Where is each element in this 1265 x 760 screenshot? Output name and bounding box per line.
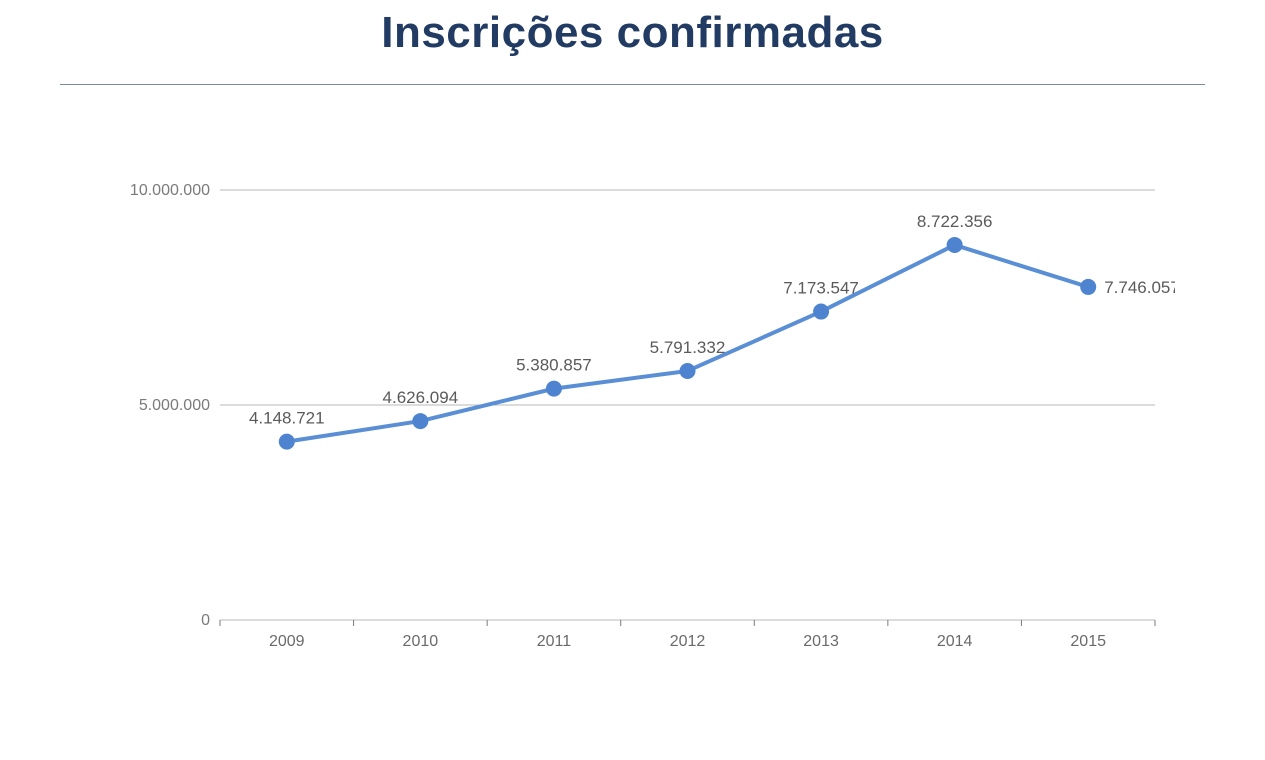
x-tick-label: 2013	[803, 633, 839, 650]
series-marker	[546, 381, 562, 397]
series-data-label: 7.173.547	[783, 279, 859, 298]
x-tick-label: 2015	[1070, 633, 1106, 650]
series-marker	[412, 413, 428, 429]
y-tick-label: 0	[201, 612, 210, 629]
series-data-label: 8.722.356	[917, 212, 993, 231]
series-marker	[680, 363, 696, 379]
x-tick-label: 2012	[670, 633, 706, 650]
x-tick-label: 2010	[403, 633, 439, 650]
y-tick-label: 10.000.000	[130, 182, 210, 199]
title-container: Inscrições confirmadas	[60, 8, 1205, 58]
y-tick-label: 5.000.000	[139, 397, 210, 414]
chart-svg: 0 5.000.000 10.000.000 2009 2010 2011 2012 2013…	[90, 170, 1175, 670]
series-data-label: 5.791.332	[650, 338, 726, 357]
x-tick-label: 2014	[937, 633, 973, 650]
series-data-label: 5.380.857	[516, 356, 592, 375]
series-data-label: 4.626.094	[383, 388, 459, 407]
series-data-label: 4.148.721	[249, 409, 325, 428]
page: Inscrições confirmadas 0 5.000.000 10.000.…	[0, 0, 1265, 760]
inscricoes-chart: 0 5.000.000 10.000.000 2009 2010 2011 2012 2013…	[90, 170, 1175, 670]
page-title: Inscrições confirmadas	[381, 8, 884, 58]
series-marker	[947, 237, 963, 253]
x-tick-label: 2011	[537, 633, 572, 650]
x-tick-label: 2009	[269, 633, 305, 650]
title-underline	[60, 84, 1205, 85]
series-data-label: 7.746.057	[1104, 278, 1175, 297]
series-marker	[1080, 279, 1096, 295]
series-marker	[813, 304, 829, 320]
series-marker	[279, 434, 295, 450]
